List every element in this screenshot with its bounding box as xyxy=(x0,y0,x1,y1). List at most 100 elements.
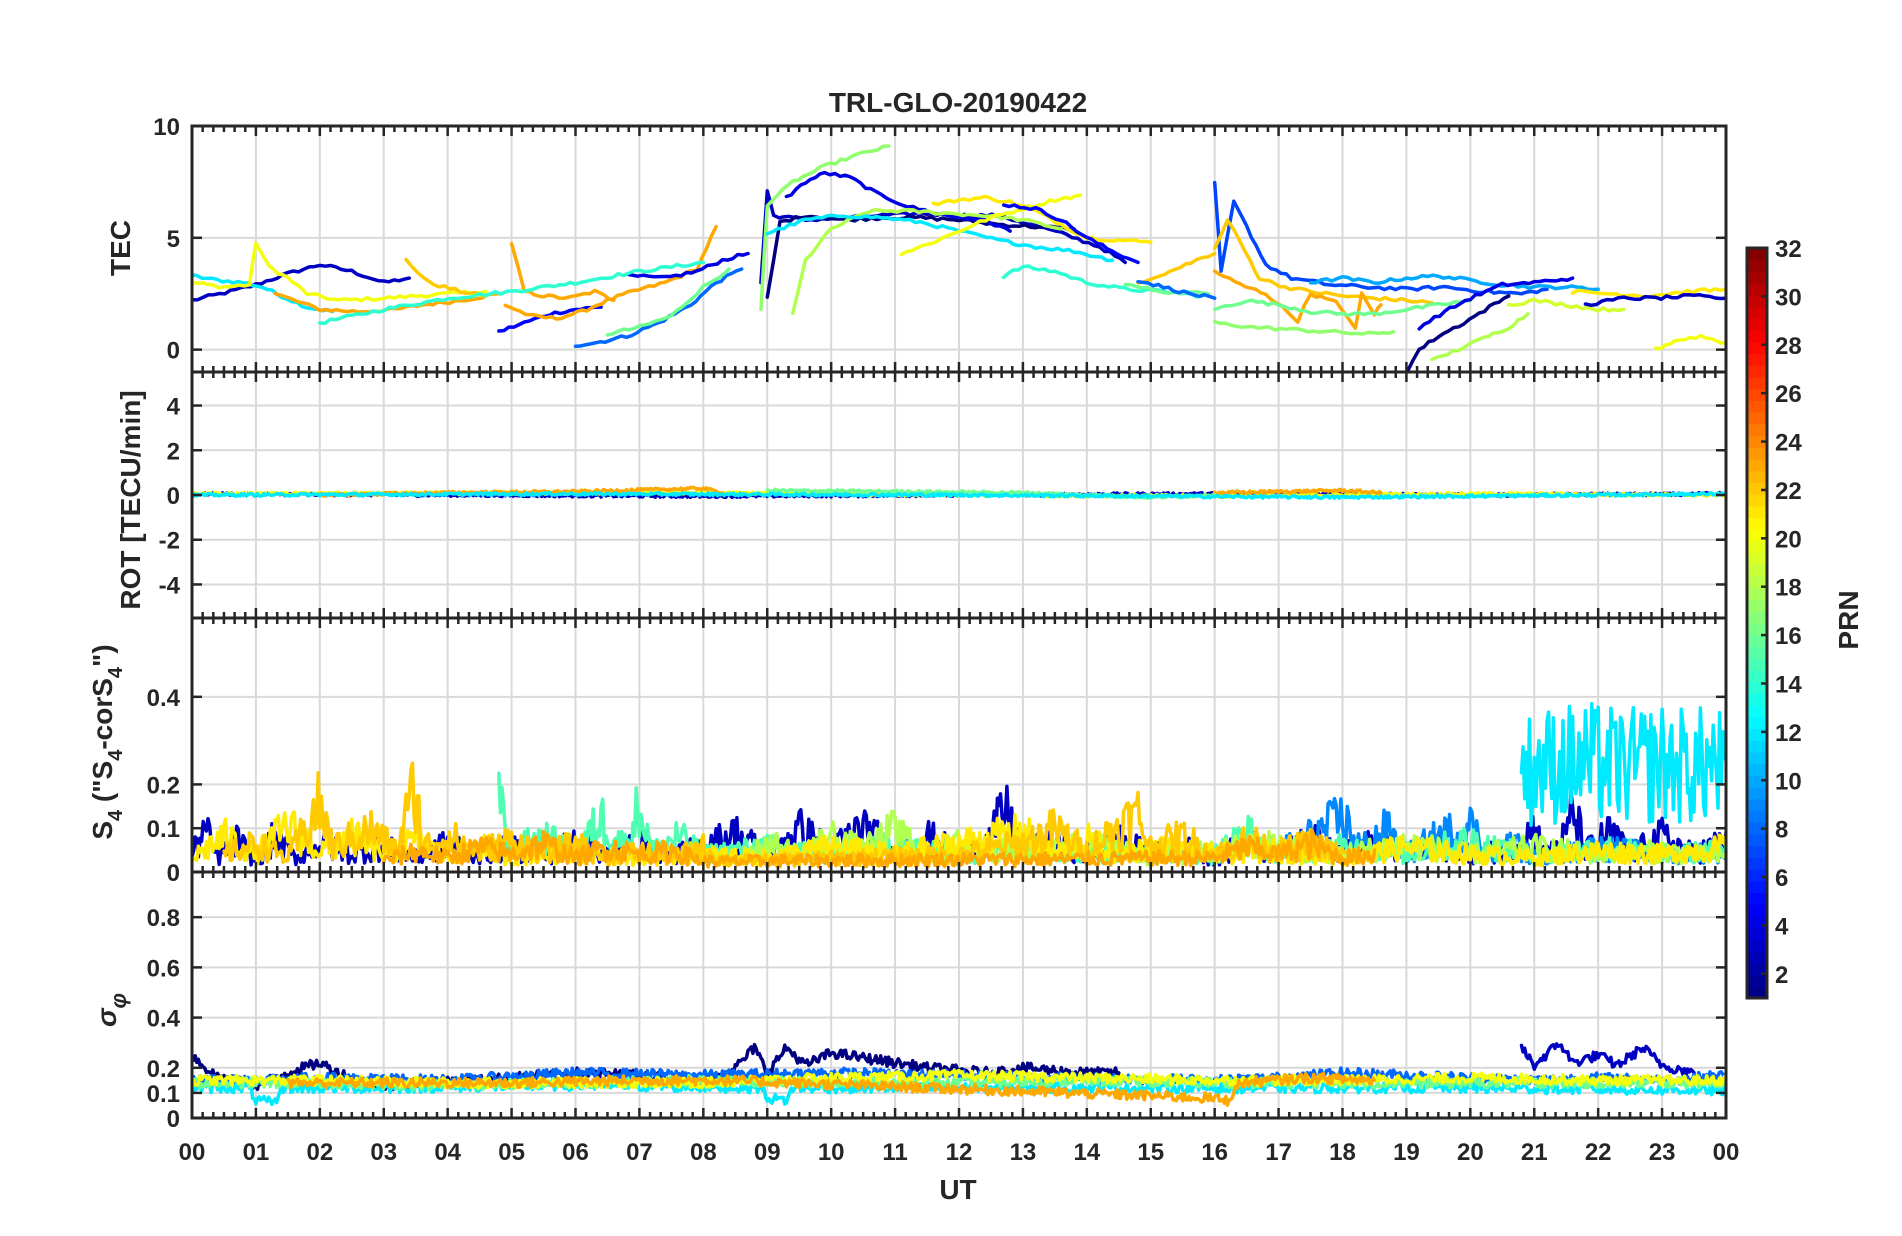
rot-series-prn-12 xyxy=(192,490,1726,501)
sigma_phi-y-tick-label: 0.1 xyxy=(147,1081,180,1108)
rot-y-tick-label: 2 xyxy=(167,438,180,465)
x-tick-label: 11 xyxy=(882,1139,907,1166)
rot-y-tick-label: -2 xyxy=(159,528,180,555)
sigma_phi-traces xyxy=(192,1042,1726,1107)
tec-series-prn-20 xyxy=(192,241,488,303)
colorbar-tick-label: 8 xyxy=(1775,817,1788,844)
tec-series-prn-22 xyxy=(1212,218,1434,305)
colorbar-segment xyxy=(1747,986,1767,999)
colorbar-segment xyxy=(1747,892,1767,905)
x-tick-label: 10 xyxy=(818,1139,845,1166)
tec-series-prn-3 xyxy=(1583,292,1726,307)
x-tick-label: 13 xyxy=(1010,1139,1037,1166)
colorbar-segment xyxy=(1747,658,1767,671)
colorbar-tick-label: 30 xyxy=(1775,284,1802,311)
colorbar-segment xyxy=(1747,939,1767,952)
x-tick-label: 19 xyxy=(1393,1139,1420,1166)
colorbar-segment xyxy=(1747,646,1767,659)
tec-series-prn-10 xyxy=(1308,273,1600,292)
chart-title: TRL-GLO-20190422 xyxy=(829,87,1087,118)
tec-series-prn-17 xyxy=(1212,319,1396,336)
colorbar-segment xyxy=(1747,529,1767,542)
tec-series-prn-12 xyxy=(765,213,1115,263)
tec-y-tick-label: 10 xyxy=(153,114,180,141)
colorbar-segment xyxy=(1747,716,1767,730)
colorbar-segment xyxy=(1747,494,1767,507)
colorbar-tick-label: 4 xyxy=(1775,913,1789,940)
colorbar-segment xyxy=(1747,318,1767,331)
tec-series-prn-16 xyxy=(1123,282,1211,296)
tec-ticks xyxy=(190,124,1728,372)
tec-series-prn-4 xyxy=(624,251,750,279)
tec-series-prn-5 xyxy=(497,305,603,333)
x-tick-label: 22 xyxy=(1585,1139,1612,1166)
colorbar-segment xyxy=(1747,505,1767,519)
x-tick-label: 00 xyxy=(1713,1139,1740,1166)
colorbar-tick-label: 24 xyxy=(1775,430,1802,457)
tec-series-prn-20 xyxy=(899,193,1083,257)
colorbar-segment xyxy=(1747,353,1767,366)
tec-y-tick-label: 0 xyxy=(167,338,180,365)
colorbar-tick-label: 20 xyxy=(1775,526,1802,553)
sigma_phi-series-prn-23 xyxy=(286,1071,1377,1107)
tec-series-prn-16 xyxy=(1212,298,1473,318)
x-tick-label: 21 xyxy=(1521,1139,1548,1166)
tec-series-prn-5 xyxy=(1001,203,1140,265)
tec-series-prn-16 xyxy=(605,267,731,337)
colorbar-tick-label: 22 xyxy=(1775,478,1802,505)
rot-panel: -4 -2 0 2 4 xyxy=(159,370,1728,620)
sigma_phi-y-tick-label: 0 xyxy=(167,1106,180,1133)
tec-series-prn-22 xyxy=(404,257,488,298)
x-tick-label: 02 xyxy=(306,1139,333,1166)
tec-series-prn-8 xyxy=(1136,279,1217,300)
tec-series-prn-8 xyxy=(573,267,744,349)
tec-series-prn-20 xyxy=(1653,333,1726,351)
x-tick-label: 14 xyxy=(1073,1139,1100,1166)
tec-series-prn-22 xyxy=(1136,251,1217,285)
colorbar-segment xyxy=(1747,822,1767,835)
rot-y-tick-label: 0 xyxy=(167,483,180,510)
colorbar-segment xyxy=(1747,634,1767,648)
colorbar-tick-label: 10 xyxy=(1775,768,1802,795)
rot-traces xyxy=(192,485,1726,501)
s4-series-prn-22 xyxy=(222,761,1377,869)
colorbar-segment xyxy=(1747,775,1767,788)
colorbar-segment xyxy=(1747,880,1767,894)
x-tick-label: 07 xyxy=(626,1139,653,1166)
colorbar-segment xyxy=(1747,447,1767,460)
colorbar-segment xyxy=(1747,845,1767,858)
colorbar-segment xyxy=(1747,376,1767,390)
colorbar-tick-label: 26 xyxy=(1775,381,1802,408)
colorbar-segment xyxy=(1747,611,1767,624)
sigma_phi-series-prn-3 xyxy=(1519,1042,1696,1077)
x-tick-label: 17 xyxy=(1265,1139,1292,1166)
tec-series-prn-4 xyxy=(784,170,1012,233)
colorbar-segment xyxy=(1747,271,1767,284)
colorbar-tick-label: 18 xyxy=(1775,575,1802,602)
rot-y-axis-title: ROT [TECU/min] xyxy=(115,390,146,609)
s4-y-tick-label: 0 xyxy=(167,860,180,887)
colorbar-segment xyxy=(1747,412,1767,425)
tec-series-prn-4 xyxy=(1417,276,1575,331)
colorbar-segment xyxy=(1747,740,1767,753)
colorbar-title: PRN xyxy=(1833,590,1864,649)
colorbar-segment xyxy=(1747,857,1767,870)
rot-series-prn-23 xyxy=(1212,487,1383,496)
colorbar-segment xyxy=(1747,587,1767,601)
colorbar-segment xyxy=(1747,400,1767,413)
s4-panel: 0 0.1 0.2 0.4 xyxy=(147,616,1728,887)
colorbar-segment xyxy=(1747,927,1767,941)
x-tick-label: 09 xyxy=(754,1139,781,1166)
s4-series-prn-23 xyxy=(382,828,1377,869)
colorbar-segment xyxy=(1747,974,1767,987)
sigma_phi-series-prn-20 xyxy=(192,1068,1726,1090)
colorbar-segment xyxy=(1747,728,1767,741)
tec-series-prn-23 xyxy=(509,242,616,303)
colorbar-tick-label: 32 xyxy=(1775,236,1802,263)
colorbar-tick-label: 14 xyxy=(1775,671,1802,698)
tec-series-prn-23 xyxy=(1212,269,1383,330)
x-tick-label: 12 xyxy=(946,1139,973,1166)
colorbar-segment xyxy=(1747,283,1767,296)
colorbar-segment xyxy=(1747,517,1767,530)
s4-traces xyxy=(192,702,1726,869)
